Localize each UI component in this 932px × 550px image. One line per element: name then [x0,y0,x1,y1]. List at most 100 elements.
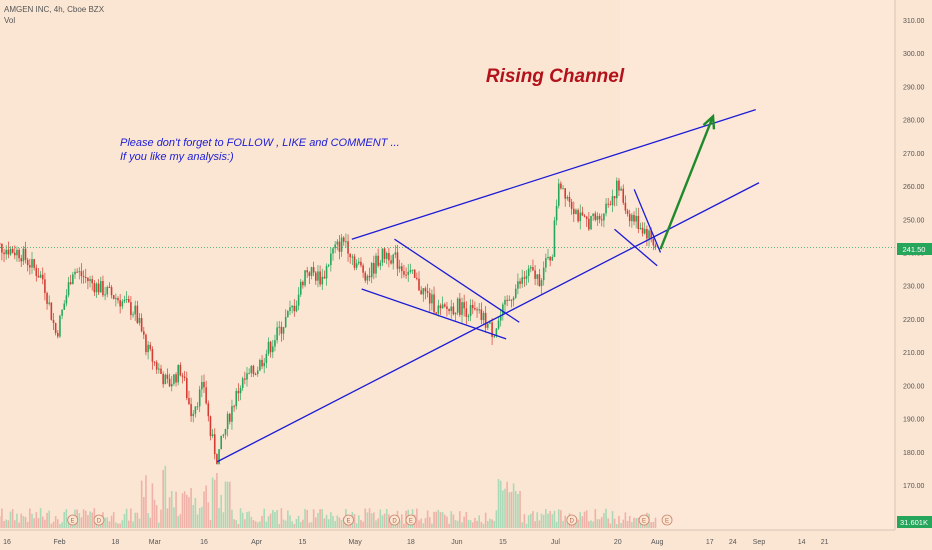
candle-body [224,429,227,435]
candle-body [517,281,519,289]
note-line-1[interactable]: Please don't forget to FOLLOW , LIKE and… [120,137,400,149]
candle-body [149,344,152,350]
symbol-legend[interactable]: AMGEN INC, 4h, Cboe BZX [4,5,105,14]
volume-bar [213,479,216,528]
volume-bar [611,511,614,528]
candle-body [336,241,339,245]
volume-bar [508,492,511,528]
candle-body [450,306,453,312]
volume-bar [259,521,261,528]
candle-body [302,281,304,286]
volume-bar [366,512,369,528]
candle-body [581,212,584,216]
volume-bar [155,505,158,528]
wedge2-lower-line[interactable] [614,228,658,267]
candle-body [241,378,244,389]
candle-body [310,267,313,276]
volume-bar [521,522,523,528]
candle-body [532,267,534,271]
target-arrow-shaft[interactable] [659,115,715,250]
candle-body [542,267,545,281]
candle-body [151,349,154,362]
candle-body [598,215,601,220]
candle-body [480,309,483,321]
volume-bar [321,509,324,528]
volume-bar [140,480,143,528]
candle-body [521,277,523,284]
price-tick-label: 170.00 [903,483,925,490]
volume-bar [394,522,397,528]
volume-bar [192,505,195,528]
candle-body [291,305,293,308]
volume-bar [263,508,265,528]
earnings-marker [343,514,354,526]
volume-bar [624,512,627,528]
time-axis[interactable]: 16 Feb 18 Mar 16 Apr 15 May 18 Jun 15 Jul 20 Aug 17 24 S… [3,539,829,546]
candle-body [265,353,268,363]
target-arrow[interactable] [659,113,716,250]
candle-body [226,413,229,430]
candle-body [624,202,627,211]
candle-body [572,208,575,215]
candle-body [566,196,569,199]
note-line-2[interactable]: If you like my analysis:) [120,151,234,163]
channel-upper-line[interactable] [351,109,756,240]
candle-body [426,291,429,293]
volume-bar [39,508,42,528]
volume-bar [280,508,283,528]
candle-body [620,188,622,191]
candle-body [207,403,210,417]
candle-body [201,382,203,390]
volume-bar [461,522,463,528]
volume-bar [89,511,91,528]
target-arrow-head[interactable] [702,113,716,130]
volume-bar [284,520,287,528]
volume-bar [7,520,10,528]
volume-bar [364,508,367,528]
candle-body [506,299,508,301]
wedge1-upper-line[interactable] [394,238,520,323]
candle-body [136,305,139,323]
volume-bar [261,515,263,528]
candle-body [132,314,134,316]
pattern-title[interactable]: Rising Channel [486,66,625,87]
volume-bar [484,512,487,528]
candle-body [29,265,31,268]
candle-body [44,279,46,293]
candle-body [168,378,171,387]
wedge1-lower-line[interactable] [361,288,507,340]
volume-bar [80,517,83,528]
volume-legend[interactable]: Vol [4,16,16,25]
candle-body [177,364,179,383]
volume-bar [357,515,360,528]
volume-bar [278,523,281,528]
volume-bar [514,491,517,528]
candle-body [486,323,489,328]
volume-bar [557,509,560,528]
candle-body [196,406,199,408]
candle-body [317,271,319,281]
candle-body [312,267,315,273]
volume-bar [119,523,121,528]
volume-bar [536,512,539,528]
volume-bar [82,509,85,528]
wedge2-upper-line[interactable] [633,189,662,253]
volume-bar [231,509,233,528]
candle-body [334,244,336,249]
candle-body [551,256,554,261]
candle-body [276,327,278,341]
candle-body [11,248,14,253]
price-tick-label: 220.00 [903,317,925,324]
volume-bar [110,515,113,528]
volume-bar [142,496,145,528]
volume-bar [527,515,530,528]
earnings-marker [67,514,79,526]
candle-body [175,374,177,383]
candle-body [618,180,620,191]
candle-body [588,218,590,230]
volume-bar [633,517,635,528]
volume-bar [216,472,218,528]
volume-bar [117,523,119,528]
